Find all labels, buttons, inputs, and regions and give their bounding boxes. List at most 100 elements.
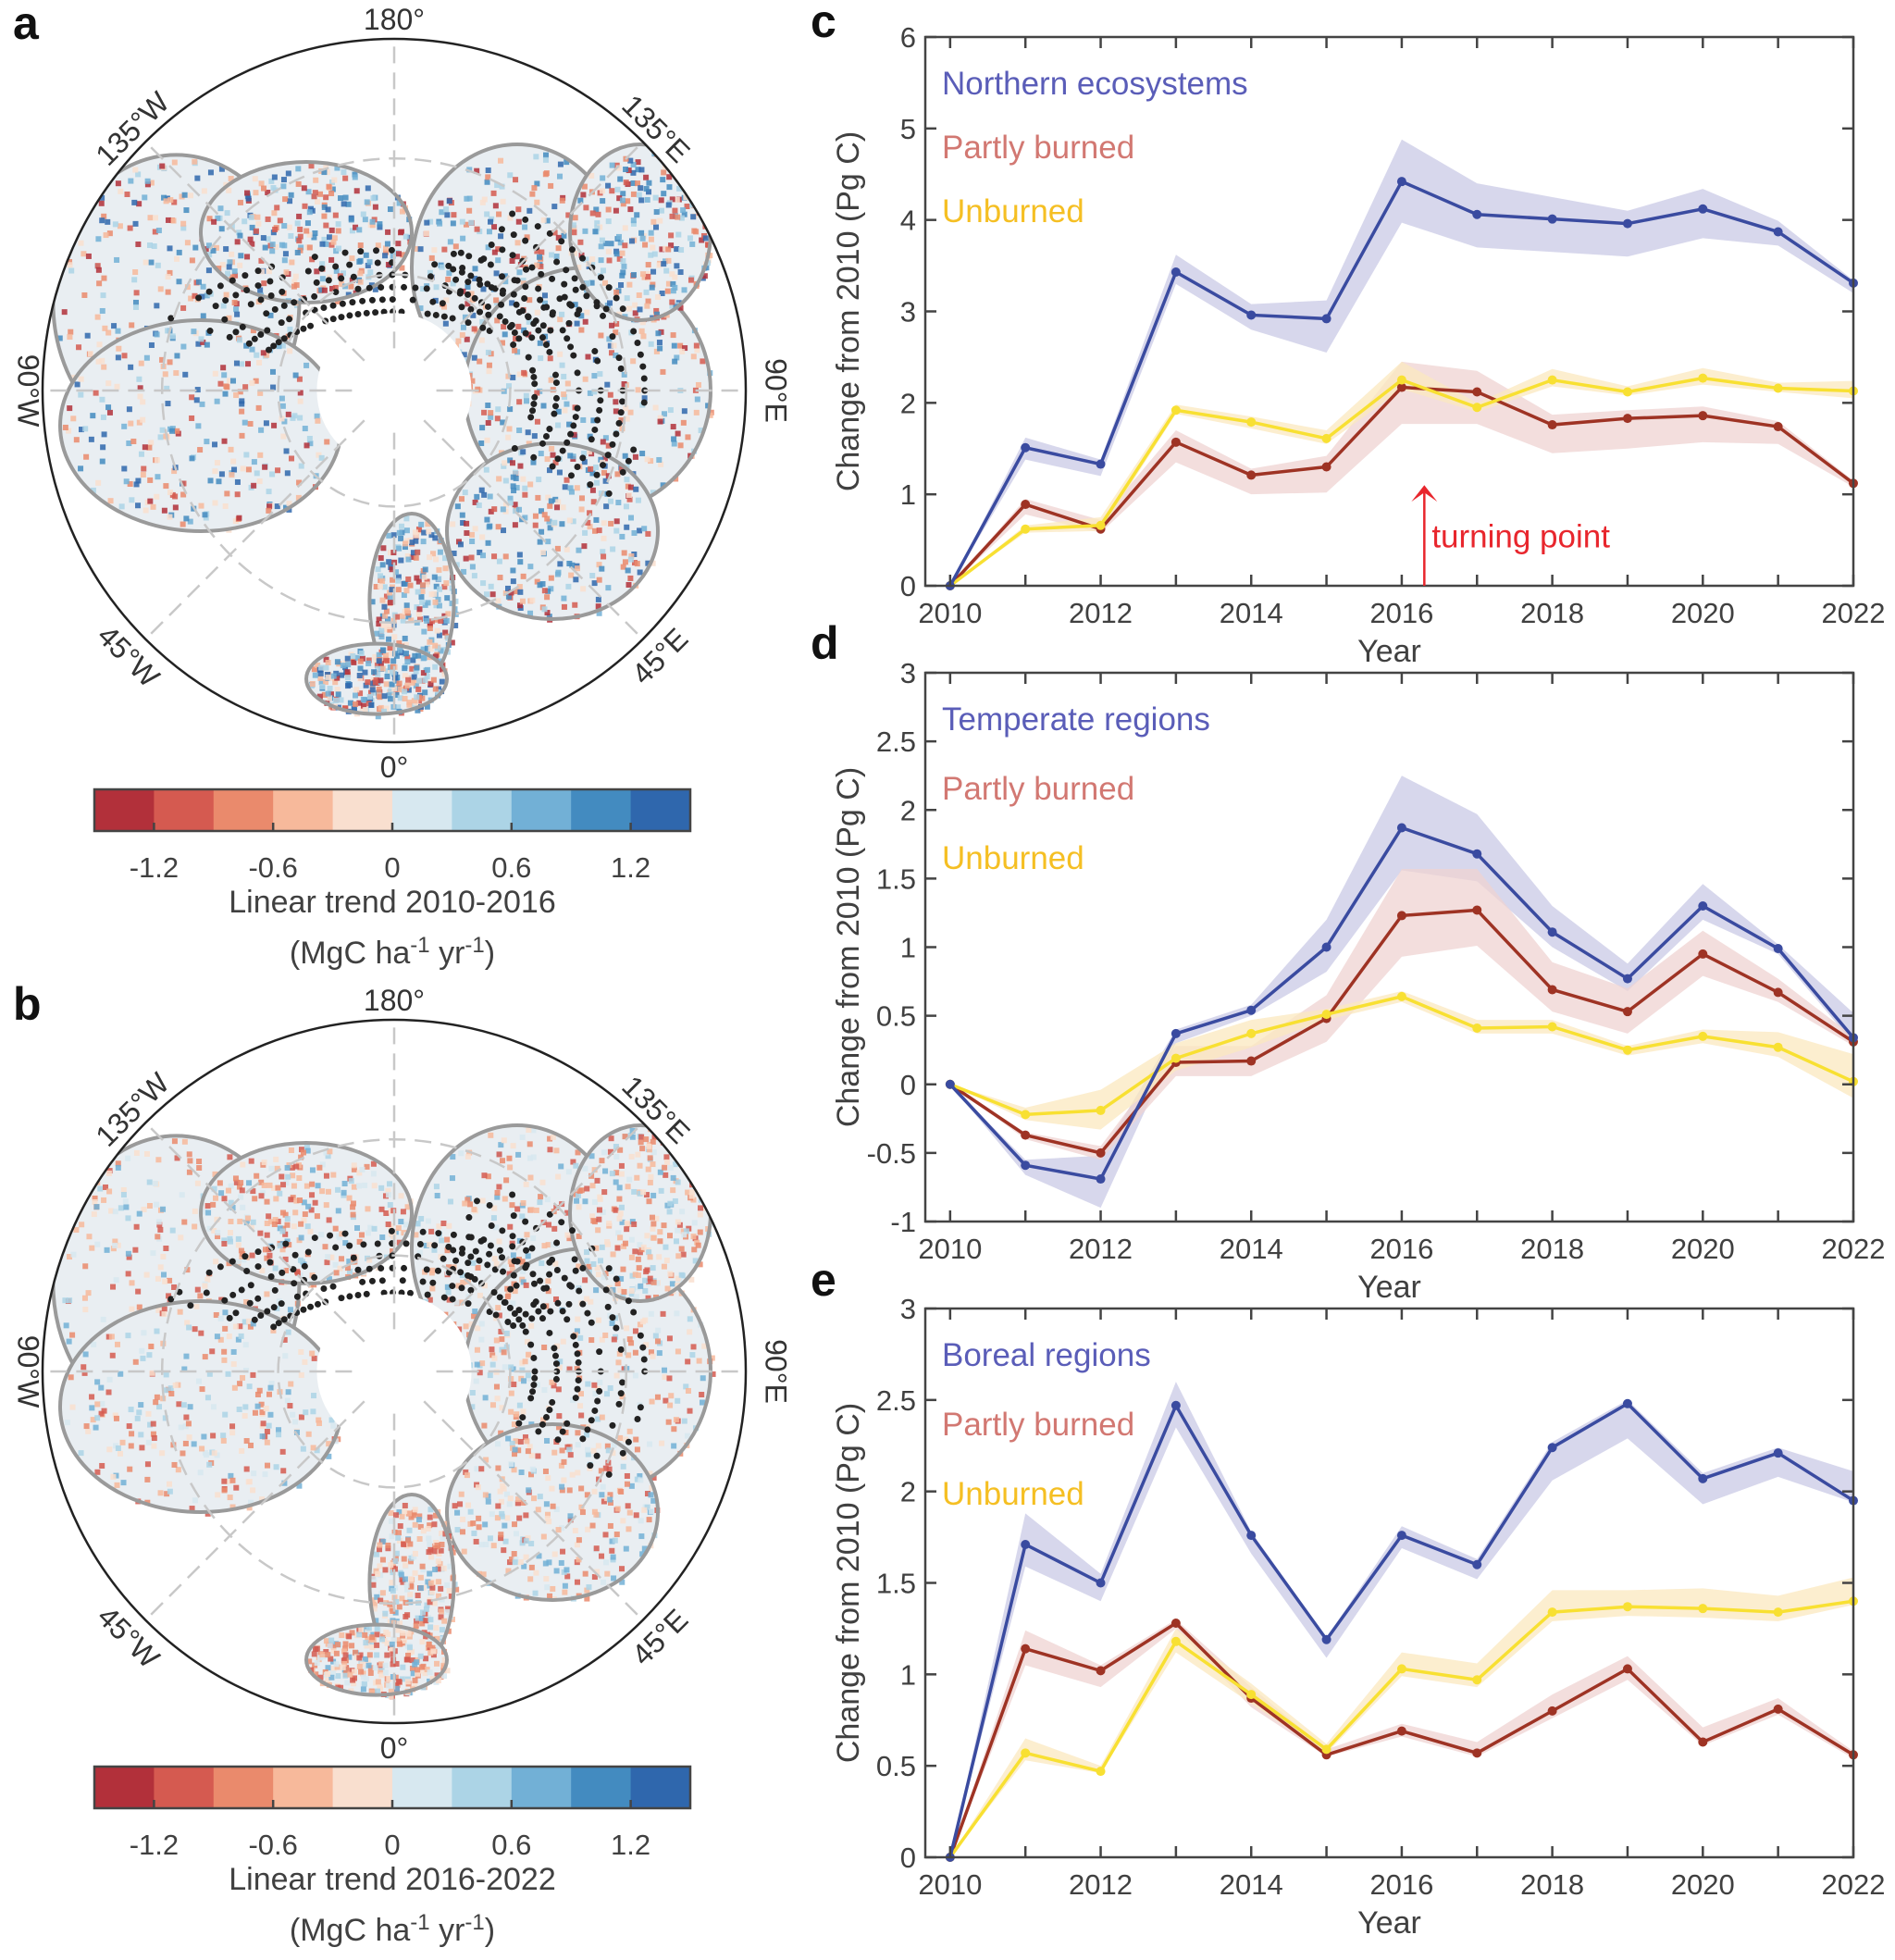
trend-pixel (619, 250, 625, 256)
trend-pixel (384, 1652, 390, 1658)
trend-pixel (365, 1230, 371, 1236)
trend-pixel (625, 1526, 632, 1532)
trend-pixel (392, 569, 399, 576)
trend-pixel (631, 529, 638, 536)
trend-pixel (687, 1329, 693, 1335)
trend-pixel (520, 1408, 526, 1415)
trend-pixel (94, 1415, 101, 1421)
trend-pixel (89, 1394, 95, 1400)
trend-pixel (232, 1175, 239, 1182)
trend-pixel (516, 1402, 523, 1408)
trend-pixel (306, 231, 313, 238)
trend-pixel (397, 695, 403, 701)
trend-pixel (256, 360, 263, 366)
trend-pixel (521, 1563, 527, 1569)
trend-pixel (460, 235, 466, 242)
trend-pixel (594, 220, 601, 227)
significance-dot (561, 280, 568, 288)
trend-pixel (353, 692, 359, 699)
trend-pixel (650, 1221, 657, 1227)
trend-pixel (343, 1666, 350, 1672)
trend-pixel (493, 1337, 500, 1344)
trend-pixel (463, 221, 469, 228)
trend-pixel (273, 1464, 279, 1470)
trend-pixel (377, 694, 383, 701)
trend-pixel (303, 228, 310, 234)
trend-pixel (653, 224, 660, 230)
trend-pixel (180, 491, 187, 498)
trend-pixel (396, 529, 403, 536)
trend-pixel (318, 1232, 325, 1238)
trend-pixel (559, 311, 565, 317)
significance-dot (583, 292, 590, 300)
trend-pixel (570, 1396, 576, 1403)
trend-pixel (298, 1414, 304, 1420)
trend-pixel (232, 272, 239, 279)
significance-dot (245, 340, 253, 347)
trend-pixel (106, 1446, 113, 1453)
trend-pixel (620, 191, 626, 197)
trend-pixel (602, 1332, 609, 1338)
trend-pixel (557, 351, 564, 357)
trend-pixel (311, 1393, 317, 1399)
trend-pixel (595, 603, 601, 610)
trend-pixel (230, 378, 237, 384)
trend-pixel (99, 1400, 105, 1407)
trend-pixel (282, 196, 289, 203)
trend-pixel (561, 391, 567, 398)
trend-pixel (382, 626, 389, 633)
trend-pixel (311, 666, 317, 673)
trend-pixel (600, 1209, 606, 1215)
trend-pixel (349, 228, 355, 234)
trend-pixel (115, 1341, 121, 1347)
trend-pixel (525, 1253, 531, 1259)
trend-pixel (169, 333, 176, 340)
trend-pixel (366, 1652, 373, 1658)
trend-pixel (416, 1536, 423, 1543)
trend-pixel (487, 218, 493, 225)
significance-dot (339, 300, 346, 307)
trend-pixel (327, 1643, 333, 1649)
trend-pixel (135, 1288, 142, 1295)
trend-pixel (614, 1245, 621, 1251)
trend-pixel (632, 302, 638, 308)
trend-pixel (415, 686, 422, 692)
trend-pixel (373, 1568, 379, 1574)
trend-pixel (606, 336, 613, 342)
trend-pixel (140, 472, 146, 478)
trend-pixel (634, 212, 640, 218)
trend-pixel (126, 440, 132, 447)
trend-pixel (476, 1515, 482, 1521)
trend-pixel (119, 1439, 126, 1445)
trend-pixel (179, 1192, 185, 1198)
trend-pixel (613, 289, 620, 295)
trend-pixel (551, 1551, 558, 1557)
trend-pixel (390, 1569, 396, 1576)
trend-pixel (601, 520, 607, 527)
trend-pixel (688, 1193, 695, 1199)
trend-pixel (700, 358, 706, 365)
trend-pixel (648, 1310, 654, 1317)
trend-pixel (675, 1219, 681, 1225)
trend-pixel (622, 1134, 628, 1140)
trend-pixel (567, 453, 574, 459)
trend-pixel (183, 1353, 190, 1359)
significance-dot (542, 341, 550, 348)
trend-pixel (282, 1353, 289, 1359)
trend-pixel (690, 1197, 697, 1203)
significance-dot (307, 322, 315, 329)
trend-pixel (567, 1513, 574, 1520)
trend-pixel (350, 1204, 356, 1210)
significance-dot (167, 315, 175, 322)
panel-label-d: d (811, 617, 839, 669)
trend-pixel (541, 588, 548, 594)
trend-pixel (596, 577, 602, 583)
trend-pixel (424, 617, 430, 624)
trend-pixel (328, 1637, 335, 1644)
trend-pixel (171, 1138, 178, 1145)
trend-pixel (377, 224, 383, 230)
significance-dot (605, 284, 613, 292)
trend-pixel (635, 1256, 641, 1262)
trend-pixel (566, 1235, 573, 1242)
significance-dot (423, 285, 430, 292)
